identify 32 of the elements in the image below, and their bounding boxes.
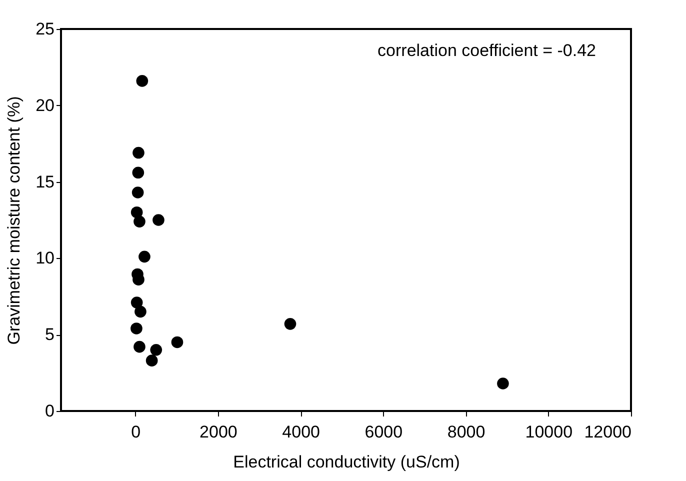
point: [130, 296, 143, 308]
x-tick-label: 8000: [447, 422, 486, 442]
y-axis-title: Gravimetric moisture content (%): [4, 96, 24, 345]
point: [132, 146, 144, 159]
x-tick-label: 6000: [364, 422, 403, 442]
point: [130, 322, 142, 334]
point: [146, 354, 158, 366]
point: [138, 250, 150, 263]
point: [171, 336, 184, 348]
point: [132, 166, 144, 179]
point: [497, 378, 509, 390]
x-tick-label: 2000: [200, 422, 238, 442]
y-tick-label: 10: [36, 248, 54, 268]
y-tick-label: 20: [36, 96, 54, 115]
point: [132, 186, 144, 198]
x-tick-label: 0: [131, 422, 141, 442]
x-tick-label: 10000: [525, 422, 573, 442]
y-tick-label: 0: [45, 402, 54, 420]
y-tick-label: 15: [36, 172, 54, 192]
annotation: correlation coefficient = -0.42: [378, 41, 596, 60]
point: [150, 344, 162, 356]
x-tick-label: 4000: [282, 422, 320, 442]
x-tick-label: 12000: [584, 422, 632, 442]
point: [136, 75, 148, 87]
point: [134, 216, 146, 228]
point: [284, 318, 296, 330]
point: [134, 340, 146, 353]
y-tick-label: 25: [36, 20, 54, 38]
y-tick-label: 5: [45, 325, 54, 344]
point: [134, 306, 146, 318]
x-axis-title: Electrical conductivity (uS/cm): [233, 452, 460, 472]
point: [152, 214, 164, 226]
